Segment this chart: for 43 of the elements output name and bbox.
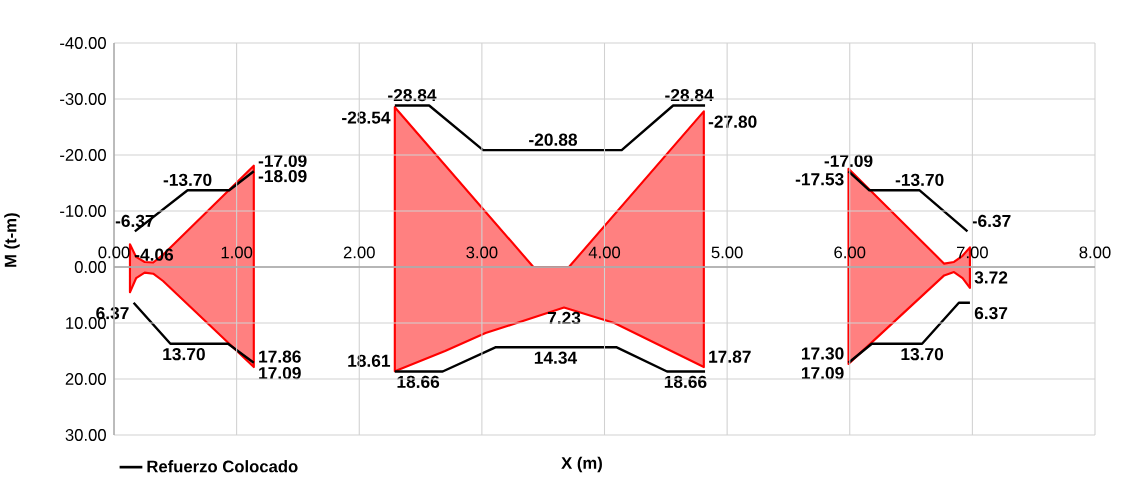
y-tick-label: -30.00: [60, 93, 106, 105]
data-label: 18.66: [397, 375, 440, 389]
x-axis-title: X (m): [561, 456, 602, 473]
data-label: -6.37: [972, 214, 1011, 228]
data-label: 17.30: [801, 347, 844, 360]
data-label: 3.72: [974, 271, 1008, 284]
y-tick-label: -40.00: [60, 37, 106, 49]
data-label: -20.88: [529, 133, 578, 146]
data-label: -28.84: [388, 88, 437, 102]
data-label: -17.09: [824, 154, 873, 168]
data-label: -28.54: [342, 111, 391, 124]
data-label: 6.37: [974, 306, 1008, 320]
data-label: -27.80: [708, 115, 757, 128]
y-tick-label: 20.00: [65, 373, 106, 385]
legend-label: Refuerzo Colocado: [147, 460, 298, 473]
x-tick-label: 8.00: [1079, 246, 1111, 259]
y-tick-label: 0.00: [74, 261, 106, 273]
x-tick-label: 3.00: [466, 246, 498, 259]
y-tick-label: -10.00: [60, 205, 106, 217]
x-tick-label: 6.00: [834, 246, 866, 259]
data-label: 17.86: [259, 350, 301, 363]
data-label: 18.61: [348, 354, 391, 367]
data-label: 13.70: [163, 347, 205, 361]
data-label: 13.70: [901, 347, 944, 361]
data-label: -28.84: [665, 88, 714, 102]
data-label: 17.09: [259, 366, 301, 380]
x-tick-label: 1.00: [221, 246, 253, 259]
y-tick-label: -20.00: [60, 149, 106, 161]
data-label: -13.70: [895, 173, 944, 187]
data-label: -17.53: [795, 173, 844, 186]
data-label: 7.23: [547, 311, 581, 325]
data-label: 14.34: [534, 351, 578, 364]
y-axis-title: M (t-m): [4, 213, 20, 267]
data-label: -18.09: [258, 169, 307, 183]
x-tick-label: 4.00: [588, 246, 621, 259]
data-label: -17.09: [258, 154, 307, 168]
x-tick-label: 2.00: [343, 246, 375, 259]
data-label: 18.66: [664, 375, 707, 389]
x-tick-label: 5.00: [711, 246, 743, 259]
data-label: 17.09: [801, 366, 844, 380]
y-tick-label: 30.00: [65, 429, 106, 441]
data-label: 17.87: [709, 350, 751, 363]
data-label: -13.70: [163, 173, 212, 187]
